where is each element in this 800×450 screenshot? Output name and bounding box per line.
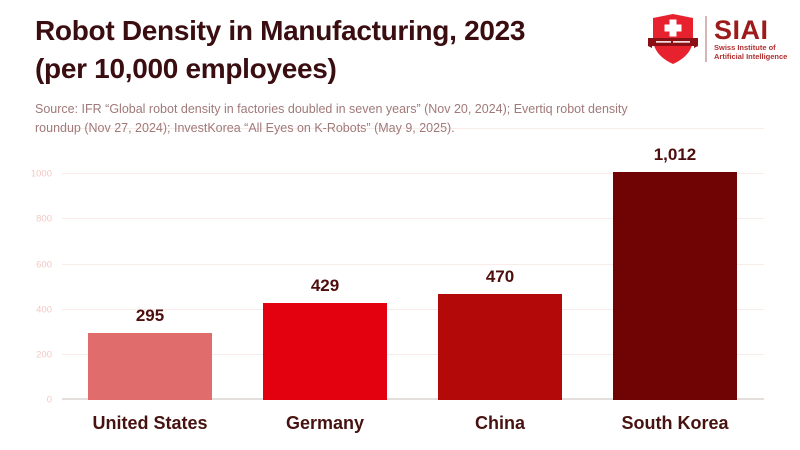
gridline-1000 [62, 173, 764, 175]
page-title: Robot Density in Manufacturing, 2023 (per… [35, 12, 525, 88]
bar-germany [263, 303, 387, 400]
gridline-600 [62, 263, 764, 265]
bar-value-south-korea: 1,012 [653, 144, 697, 164]
ytick-800: 800 [36, 213, 52, 225]
ytick-1000: 1000 [30, 168, 52, 180]
category-label-germany: Germany [285, 413, 365, 433]
gridline-0 [62, 398, 764, 400]
bar-china [438, 293, 562, 400]
gridline-800 [62, 218, 764, 220]
siai-logo: SIAI Swiss Institute of Artificial Intell… [648, 13, 787, 65]
gridline-200 [62, 353, 764, 355]
ytick-0: 0 [46, 394, 52, 406]
ytick-400: 400 [36, 304, 52, 316]
logo-text: SIAI Swiss Institute of Artificial Intell… [714, 15, 787, 62]
logo-subtitle-line-1: Swiss Institute of [714, 43, 776, 52]
logo-subtitle-line-2: Artificial Intelligence [714, 52, 788, 61]
bar-value-united-states: 295 [135, 306, 165, 326]
source-note: Source: IFR “Global robot density in fac… [35, 102, 628, 135]
gridline-400 [62, 308, 764, 310]
bar-value-germany: 429 [310, 276, 340, 296]
gridline-1200 [62, 128, 764, 129]
ytick-600: 600 [36, 259, 52, 270]
category-label-united-states: United States [92, 413, 208, 433]
bar-south-korea [613, 171, 737, 400]
category-label-south-korea: South Korea [621, 413, 729, 433]
logo-acronym: SIAI [714, 15, 769, 45]
bar-value-china: 470 [485, 266, 515, 286]
ytick-200: 200 [36, 349, 52, 361]
title-line-2: (per 10,000 employees) [35, 53, 337, 84]
category-label-china: China [474, 413, 525, 433]
bar-united-states [88, 333, 212, 400]
plot-area: 0 200 400 600 800 1000 295 United States 429 Germ… [31, 128, 764, 433]
logo-subtitle: Swiss Institute of Artificial Intelligenc… [714, 43, 787, 61]
siai-shield-icon [648, 14, 698, 64]
logo-divider [705, 16, 707, 62]
title-line-1: Robot Density in Manufacturing, 2023 [35, 15, 526, 46]
